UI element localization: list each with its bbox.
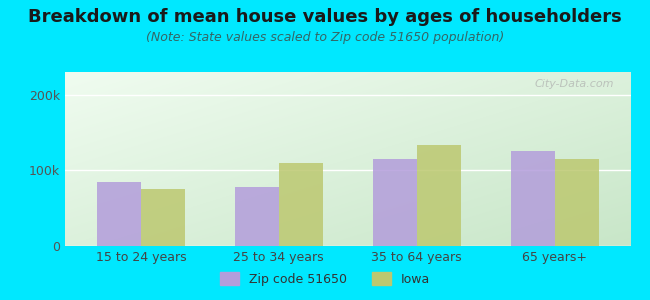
Text: Breakdown of mean house values by ages of householders: Breakdown of mean house values by ages o… (28, 8, 622, 26)
Bar (510, 152, 554, 246)
Text: (Note: State values scaled to Zip code 51650 population): (Note: State values scaled to Zip code 5… (146, 32, 504, 44)
Bar (554, 159, 599, 246)
Bar (417, 146, 461, 246)
Text: City-Data.com: City-Data.com (534, 79, 614, 89)
Legend: Zip code 51650, Iowa: Zip code 51650, Iowa (215, 267, 435, 291)
Bar (235, 187, 279, 246)
Bar (141, 189, 185, 246)
Bar (97, 182, 141, 246)
Bar (279, 163, 323, 246)
Bar (372, 159, 417, 246)
